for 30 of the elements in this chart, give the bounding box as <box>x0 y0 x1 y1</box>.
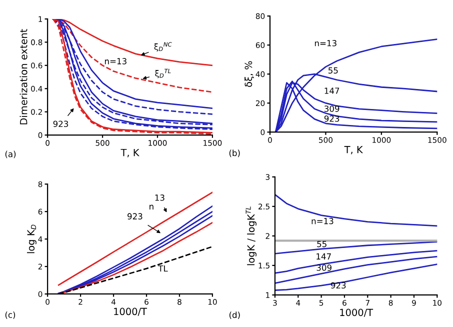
annotation: 13 <box>155 194 164 201</box>
annotation: 923 <box>128 213 142 220</box>
annotation: 923 <box>53 120 68 128</box>
text: (d) <box>229 312 240 320</box>
annotation: 923 <box>330 282 346 289</box>
annotation: TL <box>158 265 168 272</box>
annotation: 147 <box>324 88 340 94</box>
text: (b) <box>229 150 240 158</box>
y-axis-title: logK / logK$^{TL}$ <box>246 206 256 266</box>
text: (a) <box>5 150 16 158</box>
x-axis-title: T, K <box>344 146 364 154</box>
y-axis-title: δξ, % <box>244 61 254 87</box>
annotation: 309 <box>316 264 332 271</box>
annotation: 309 <box>324 106 340 112</box>
x-axis-title: 1000/T <box>340 308 374 317</box>
y-axis-title: Dimerization extent <box>20 29 28 124</box>
annotation: 55 <box>317 241 326 248</box>
text: (c) <box>5 311 16 319</box>
x-axis-title: 1000/T <box>114 308 148 316</box>
annotation: n=13 <box>312 218 334 224</box>
annotation: 923 <box>324 115 340 122</box>
annotation: n <box>150 204 154 210</box>
annotation: ξ$_{D}$$^{NC}$ <box>154 42 172 52</box>
annotation: n=13 <box>314 40 336 46</box>
annotation: 147 <box>316 253 331 260</box>
y-axis-title: log K$_{D}$ <box>27 224 36 254</box>
x-axis-title: T, K <box>120 148 140 158</box>
annotation: n=13 <box>104 58 126 64</box>
annotation: ξ$_{D}$$^{TL}$ <box>155 68 171 78</box>
annotation: 55 <box>328 67 338 74</box>
